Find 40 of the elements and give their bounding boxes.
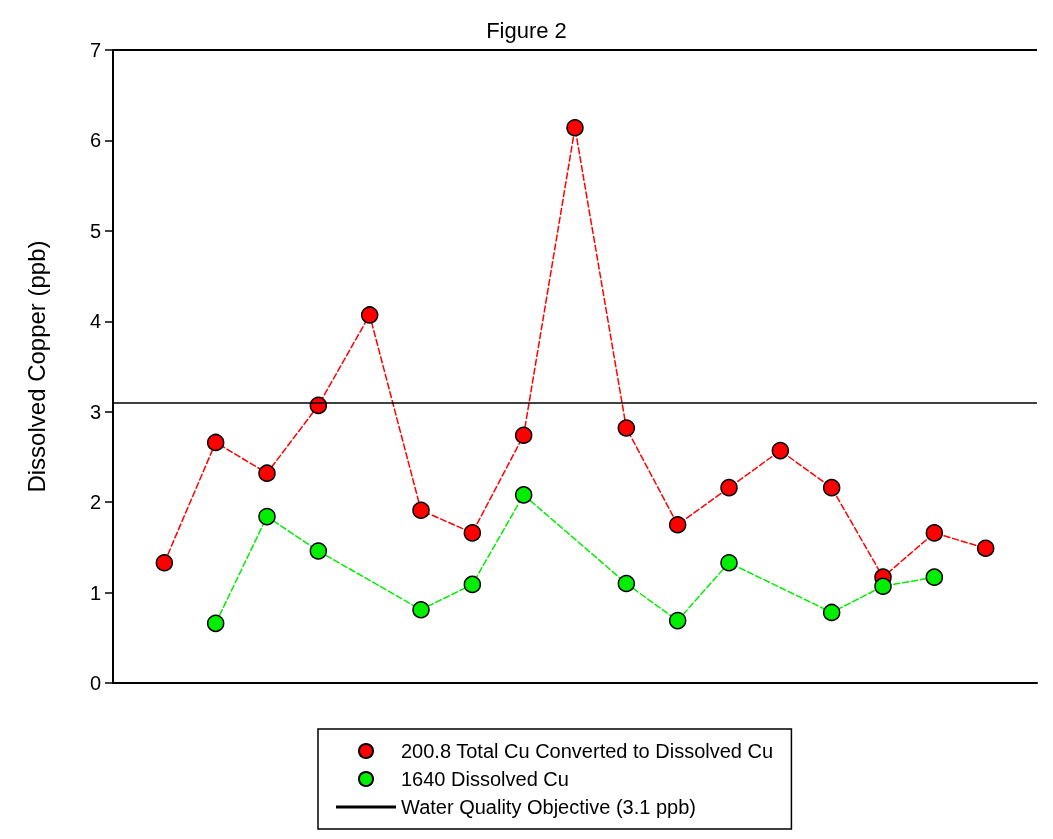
point	[206, 433, 225, 452]
point	[360, 306, 379, 324]
point	[822, 603, 841, 622]
point	[771, 441, 790, 460]
chart-title: Figure 2	[486, 17, 567, 43]
point	[874, 577, 892, 595]
legend-label: 200.8 Total Cu Converted to Dissolved Cu	[401, 740, 774, 762]
point	[258, 464, 276, 482]
y-tick-label: 3	[89, 400, 101, 423]
y-tick-label: 7	[89, 39, 101, 61]
point	[258, 507, 276, 526]
point	[720, 553, 738, 572]
y-tick-label: 0	[89, 672, 101, 694]
point	[514, 486, 533, 504]
y-axis-title: Dissolved Copper (ppb)	[22, 240, 50, 493]
point	[309, 542, 328, 560]
point	[412, 501, 430, 520]
legend-label: 1640 Dissolved Cu	[401, 768, 569, 790]
point	[668, 516, 687, 534]
y-tick-label: 2	[89, 491, 101, 514]
point	[463, 524, 482, 542]
point	[206, 614, 225, 633]
point	[463, 575, 482, 594]
y-tick-label: 1	[89, 581, 101, 604]
point	[617, 574, 636, 593]
point	[514, 426, 533, 444]
point	[976, 539, 995, 558]
y-tick-label: 5	[89, 219, 101, 242]
y-tick-label: 6	[89, 129, 101, 152]
point	[412, 601, 430, 619]
legend-label: Water Quality Objective (3.1 ppb)	[401, 796, 696, 818]
point	[155, 553, 174, 572]
point	[668, 611, 687, 630]
y-tick-label: 4	[89, 310, 101, 333]
point	[720, 478, 738, 497]
point	[617, 419, 636, 437]
point	[925, 568, 944, 586]
point	[566, 119, 584, 137]
point	[925, 524, 944, 542]
point	[822, 478, 841, 497]
